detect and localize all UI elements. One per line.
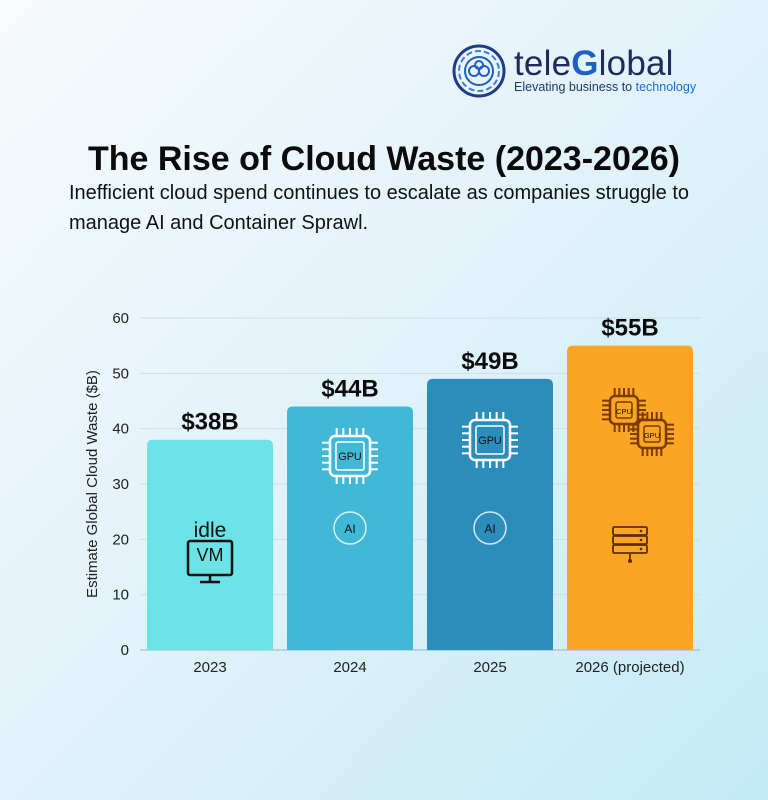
ai-icon (333, 511, 367, 545)
ai-label: AI (484, 522, 495, 536)
chip-core (475, 425, 505, 455)
server-unit (612, 526, 648, 536)
y-tick-label: 60 (112, 310, 129, 327)
y-tick-label: 40 (112, 421, 129, 438)
bar-2025 (427, 378, 553, 650)
brand-name-part3: lobal (598, 44, 674, 83)
y-tick-label: 50 (112, 365, 129, 382)
tagline-part2: technology (635, 80, 697, 94)
x-tick-label: 2024 (333, 659, 366, 676)
x-tick-label: 2023 (193, 659, 226, 676)
bar-2026 (567, 345, 693, 650)
brand-name: teleGlobal (514, 44, 674, 84)
ai-label: AI (344, 522, 355, 536)
bar-group: $44B 2024 GPU AI (287, 376, 413, 676)
y-axis-label: Estimate Global Cloud Waste ($B) (84, 370, 101, 598)
server-led (639, 538, 643, 542)
tagline-part1: Elevating business to (514, 80, 636, 94)
chip-label: CPU (616, 407, 632, 416)
bar-value-label: $49B (461, 348, 518, 375)
brand-logo: teleGlobal Elevating business to technol… (452, 44, 712, 100)
chip-label: GPU (338, 451, 361, 463)
page-title: The Rise of Cloud Waste (2023-2026) (87, 140, 680, 178)
bar-value-label: $55B (601, 315, 658, 342)
bar-2023 (147, 439, 273, 650)
x-tick-label: 2026 (projected) (575, 659, 684, 676)
brand-name-part1: tele (514, 44, 572, 83)
y-tick-label: 30 (112, 476, 129, 493)
chip-core (643, 425, 661, 443)
server-node (628, 559, 632, 563)
chip-core (615, 401, 633, 419)
page-subtitle: Inefficient cloud spend continues to esc… (69, 182, 690, 234)
bar-value-label: $38B (181, 409, 238, 436)
bar-group: $38B 2023 idle VM (147, 409, 273, 676)
chip-label: GPU (644, 431, 660, 440)
y-tick-label: 10 (112, 587, 129, 604)
vm-label: VM (197, 545, 224, 565)
ai-icon (473, 511, 507, 545)
server-led (639, 529, 643, 533)
idle-label: idle (194, 519, 227, 542)
server-unit (612, 535, 648, 545)
chip-core (335, 441, 365, 471)
y-tick-label: 20 (112, 531, 129, 548)
server-unit (612, 544, 648, 554)
y-tick-label: 0 (121, 642, 129, 659)
chip-label: GPU (478, 435, 501, 447)
brand-tagline: Elevating business to technology (514, 80, 696, 94)
bar-group: $49B 2025 GPU AI (427, 348, 553, 676)
globe-logo-icon (452, 44, 506, 98)
x-tick-label: 2025 (473, 659, 506, 676)
bar-2024 (287, 406, 413, 650)
bar-value-label: $44B (321, 376, 378, 403)
brand-name-part2: G (571, 44, 599, 83)
server-led (639, 547, 643, 551)
bar-group: $55B 2026 (projected) CPU GPU (567, 315, 693, 676)
